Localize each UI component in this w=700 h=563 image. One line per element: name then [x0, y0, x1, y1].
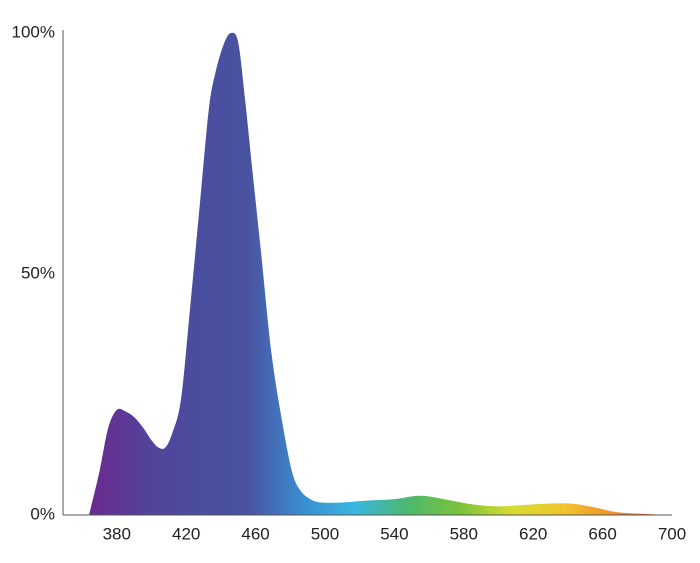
x-tick-label: 460 — [241, 524, 269, 543]
x-tick-label: 660 — [588, 524, 616, 543]
spectrum-area — [89, 32, 673, 516]
x-tick-label: 540 — [380, 524, 408, 543]
y-tick-label: 0% — [30, 504, 55, 523]
x-tick-label: 620 — [519, 524, 547, 543]
x-tick-label: 700 — [658, 524, 686, 543]
x-tick-label: 380 — [103, 524, 131, 543]
x-tick-label: 500 — [311, 524, 339, 543]
y-tick-label: 100% — [12, 22, 55, 41]
y-tick-label: 50% — [21, 263, 55, 282]
x-tick-label: 580 — [450, 524, 478, 543]
x-tick-label: 420 — [172, 524, 200, 543]
